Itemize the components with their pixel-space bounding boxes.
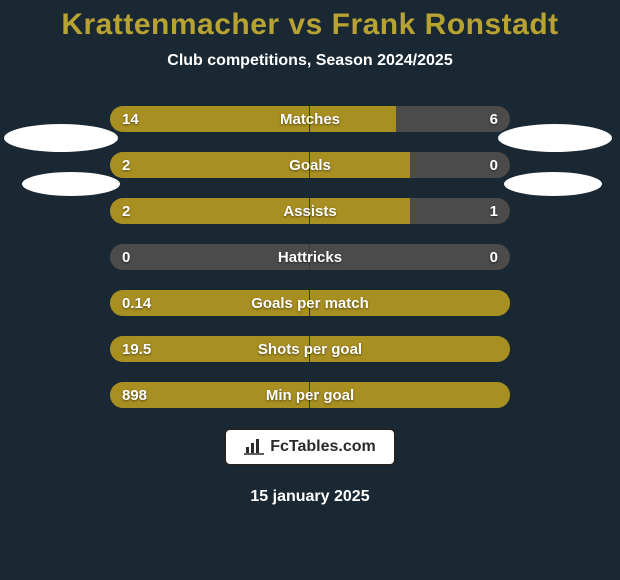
comparison-card: Krattenmacher vs Frank Ronstadt Club com… [0,0,620,580]
page-title: Krattenmacher vs Frank Ronstadt [61,8,558,42]
bar-right-half [310,382,510,408]
stat-row: 0Hattricks0 [0,244,620,270]
stat-bar: 0.14Goals per match [110,290,510,316]
bar-left-half [110,290,310,316]
stat-row: 19.5Shots per goal [0,336,620,362]
stat-bar: 14Matches6 [110,106,510,132]
bar-left-half [110,336,310,362]
player-badge-placeholder [498,124,612,152]
stat-bar: 2Goals0 [110,152,510,178]
player-badge-placeholder [4,124,118,152]
bar-left-half [110,152,310,178]
player-badge-placeholder [22,172,120,196]
bar-right-half [310,290,510,316]
stat-bar: 898Min per goal [110,382,510,408]
bar-right-fill [310,336,510,362]
bar-left-fill [110,106,309,132]
stat-bar: 19.5Shots per goal [110,336,510,362]
bar-right-fill [310,198,410,224]
bar-left-fill [110,198,309,224]
bar-right-half [310,244,510,270]
bar-left-fill [110,152,309,178]
date-label: 15 january 2025 [250,488,369,506]
stat-row: 898Min per goal [0,382,620,408]
bar-left-half [110,106,310,132]
attribution-text: FcTables.com [270,438,376,456]
stat-bar: 2Assists1 [110,198,510,224]
bar-chart-icon [244,439,264,455]
bar-right-fill [310,382,510,408]
bar-right-fill [310,106,396,132]
attribution-badge: FcTables.com [224,428,396,466]
stat-row: 2Assists1 [0,198,620,224]
bar-right-half [310,106,510,132]
player-badge-placeholder [504,172,602,196]
stat-row: 0.14Goals per match [0,290,620,316]
bar-right-half [310,152,510,178]
attribution-badge-wrap: FcTables.com [224,428,396,466]
bar-left-half [110,198,310,224]
bar-right-half [310,336,510,362]
bar-left-fill [110,290,309,316]
bar-left-half [110,382,310,408]
subtitle: Club competitions, Season 2024/2025 [167,52,452,70]
bar-right-half [310,198,510,224]
bar-right-fill [310,290,510,316]
bar-right-fill [310,152,410,178]
bar-left-fill [110,336,309,362]
stat-bar: 0Hattricks0 [110,244,510,270]
bar-left-half [110,244,310,270]
bar-left-fill [110,382,309,408]
stats-chart: 14Matches6 2Goals0 2Assists1 0Hattricks0 0.1… [0,106,620,408]
